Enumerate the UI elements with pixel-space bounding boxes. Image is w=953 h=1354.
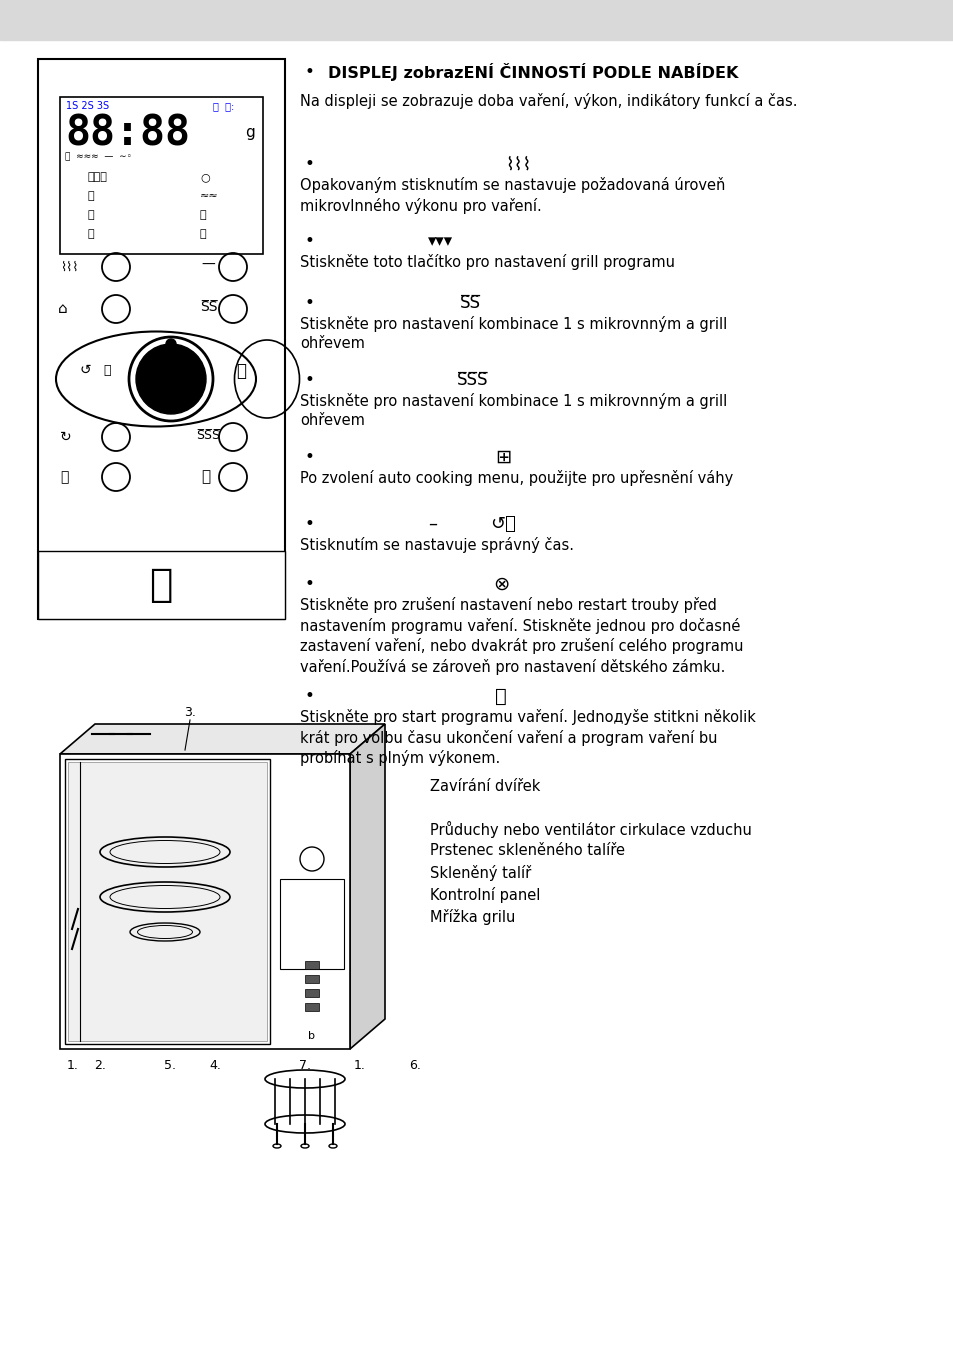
- Text: Prstenec skleněného talíře: Prstenec skleněného talíře: [430, 844, 624, 858]
- Text: S̅S̅S̅: S̅S̅S̅: [195, 429, 220, 441]
- Bar: [0, 0, 953, 41]
- Text: 1.: 1.: [67, 1059, 79, 1072]
- Text: 👋: 👋: [150, 566, 172, 604]
- FancyBboxPatch shape: [305, 1003, 318, 1011]
- Text: ⛔  ≈≈≈  —  ∼◦: ⛔ ≈≈≈ — ∼◦: [65, 152, 132, 161]
- Text: •: •: [305, 448, 314, 466]
- Text: Skleněný talíř: Skleněný talíř: [430, 865, 531, 881]
- Text: Kontrolní panel: Kontrolní panel: [430, 887, 539, 903]
- Text: Stiskněte pro nastavení kombinace 1 s mikrovnným a grill
ohřevem: Stiskněte pro nastavení kombinace 1 s mi…: [299, 315, 726, 351]
- Text: 88:88: 88:88: [65, 112, 190, 154]
- Text: ⌂: ⌂: [58, 301, 68, 315]
- Text: ⊗: ⊗: [493, 575, 509, 594]
- FancyBboxPatch shape: [38, 551, 285, 619]
- Text: •: •: [305, 154, 314, 173]
- Text: Stisknutím se nastavuje správný čas.: Stisknutím se nastavuje správný čas.: [299, 538, 574, 552]
- Text: ⧉: ⧉: [235, 362, 246, 380]
- Text: •: •: [305, 686, 314, 705]
- Text: g: g: [245, 125, 254, 139]
- Text: •: •: [305, 371, 314, 389]
- Text: 3.: 3.: [184, 705, 195, 719]
- Text: •: •: [305, 232, 314, 250]
- FancyBboxPatch shape: [305, 961, 318, 969]
- Text: S̅S̅: S̅S̅: [459, 294, 480, 311]
- Text: Opakovaným stisknutím se nastavuje požadovaná úroveň
mikrovlnného výkonu pro vař: Opakovaným stisknutím se nastavuje požad…: [299, 177, 724, 214]
- Text: 6.: 6.: [409, 1059, 420, 1072]
- FancyBboxPatch shape: [60, 97, 263, 255]
- Text: 1S 2S 3S: 1S 2S 3S: [66, 102, 109, 111]
- Polygon shape: [350, 724, 385, 1049]
- Text: ○: ○: [200, 172, 210, 181]
- Text: ⏻: ⏻: [60, 470, 69, 483]
- Text: ⊞: ⊞: [495, 448, 511, 467]
- Text: ≈≈: ≈≈: [200, 191, 218, 200]
- FancyBboxPatch shape: [65, 760, 270, 1044]
- Text: 2.: 2.: [94, 1059, 106, 1072]
- Text: Na displeji se zobrazuje doba vaření, výkon, indikátory funkcí a čas.: Na displeji se zobrazuje doba vaření, vý…: [299, 93, 797, 110]
- FancyBboxPatch shape: [280, 879, 344, 969]
- Text: b: b: [308, 1030, 314, 1041]
- Text: ⌇⌇⌇: ⌇⌇⌇: [60, 261, 78, 274]
- Text: Mřížka grilu: Mřížka grilu: [430, 909, 515, 925]
- Text: 5.: 5.: [164, 1059, 175, 1072]
- Text: ⍤⍤⍤: ⍤⍤⍤: [88, 172, 108, 181]
- FancyBboxPatch shape: [38, 60, 285, 619]
- Text: ⧖: ⧖: [103, 364, 111, 376]
- Text: 🍲: 🍲: [88, 191, 94, 200]
- Text: –: –: [428, 515, 436, 533]
- Text: ▾▾▾: ▾▾▾: [428, 232, 453, 250]
- Circle shape: [166, 338, 175, 349]
- Text: ⦾: ⦾: [201, 468, 210, 483]
- Text: ⧖  ⧖:: ⧖ ⧖:: [213, 102, 234, 111]
- Polygon shape: [60, 754, 350, 1049]
- Text: ↺⃒: ↺⃒: [490, 515, 516, 533]
- Text: 🌿: 🌿: [200, 229, 207, 240]
- Text: ↺: ↺: [80, 363, 91, 376]
- Text: Stiskněte pro start programu vaření. Jednoдуše stitkni několik
krát pro volbu ča: Stiskněte pro start programu vaření. Jed…: [299, 709, 755, 766]
- Text: S̅S̅: S̅S̅: [200, 301, 217, 314]
- Text: Stiskněte toto tlačítko pro nastavení grill programu: Stiskněte toto tlačítko pro nastavení gr…: [299, 255, 675, 269]
- FancyBboxPatch shape: [305, 975, 318, 983]
- Text: •: •: [305, 515, 314, 533]
- Polygon shape: [60, 724, 385, 754]
- Text: Stiskněte pro nastavení kombinace 1 s mikrovnným a grill
ohřevem: Stiskněte pro nastavení kombinace 1 s mi…: [299, 393, 726, 428]
- Text: 🍲: 🍲: [200, 210, 207, 219]
- Text: 1.: 1.: [354, 1059, 366, 1072]
- Text: 4.: 4.: [209, 1059, 221, 1072]
- Text: S̅S̅S̅: S̅S̅S̅: [456, 371, 488, 389]
- Circle shape: [136, 344, 206, 414]
- FancyBboxPatch shape: [68, 762, 267, 1041]
- Text: ⌇⌇⌇: ⌇⌇⌇: [504, 154, 531, 173]
- Text: •: •: [305, 64, 314, 81]
- FancyBboxPatch shape: [305, 988, 318, 997]
- Text: Zavírání dvířek: Zavírání dvířek: [430, 779, 539, 793]
- Text: ↻: ↻: [60, 431, 71, 444]
- Text: Stiskněte pro zrušení nastavení nebo restart trouby před
nastavením programu vař: Stiskněte pro zrušení nastavení nebo res…: [299, 597, 742, 674]
- Text: 🌿: 🌿: [88, 229, 94, 240]
- Text: 7.: 7.: [298, 1059, 311, 1072]
- Text: •: •: [305, 575, 314, 593]
- Text: —: —: [201, 259, 214, 272]
- Text: 🦐: 🦐: [88, 210, 94, 219]
- Text: Průduchy nebo ventilátor cirkulace vzduchu: Průduchy nebo ventilátor cirkulace vzduc…: [430, 821, 751, 838]
- Text: •: •: [305, 294, 314, 311]
- Text: ⏻: ⏻: [495, 686, 506, 705]
- Text: DISPLEJ zobrazENÍ ČINNOSTÍ PODLE NABÍDEK: DISPLEJ zobrazENÍ ČINNOSTÍ PODLE NABÍDEK: [328, 64, 738, 81]
- Text: Po zvolení auto cooking menu, použijte pro upřesnění váhy: Po zvolení auto cooking menu, použijte p…: [299, 470, 733, 486]
